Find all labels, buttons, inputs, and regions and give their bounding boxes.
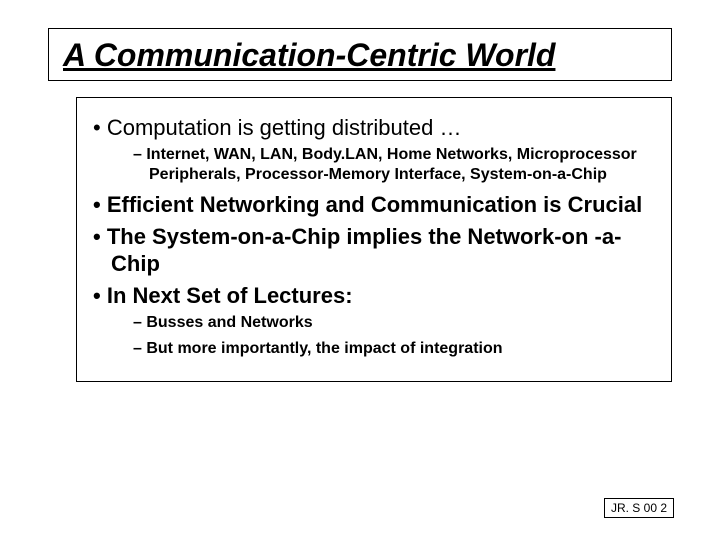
body-box: Computation is getting distributed … Int… [76,97,672,383]
bullet-4-sub-1: Busses and Networks [149,313,655,333]
bullet-3: The System-on-a-Chip implies the Network… [111,223,655,278]
slide-title: A Communication-Centric World [63,37,657,74]
title-box: A Communication-Centric World [48,28,672,81]
slide-footer: JR. S 00 2 [604,498,674,518]
bullet-4-sub-2: But more importantly, the impact of inte… [149,339,655,359]
bullet-4: In Next Set of Lectures: [111,282,655,310]
bullet-1-sub-1: Internet, WAN, LAN, Body.LAN, Home Netwo… [149,145,655,185]
bullet-1: Computation is getting distributed … [111,114,655,142]
slide: A Communication-Centric World Computatio… [0,0,720,540]
bullet-2: Efficient Networking and Communication i… [111,191,655,219]
